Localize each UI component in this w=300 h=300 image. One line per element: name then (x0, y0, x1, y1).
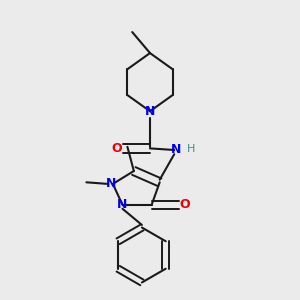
Text: H: H (187, 144, 195, 154)
Text: N: N (117, 198, 128, 212)
Text: N: N (171, 142, 181, 155)
Text: N: N (106, 177, 116, 190)
Text: O: O (111, 142, 122, 155)
Text: N: N (145, 105, 155, 118)
Text: O: O (180, 198, 190, 212)
